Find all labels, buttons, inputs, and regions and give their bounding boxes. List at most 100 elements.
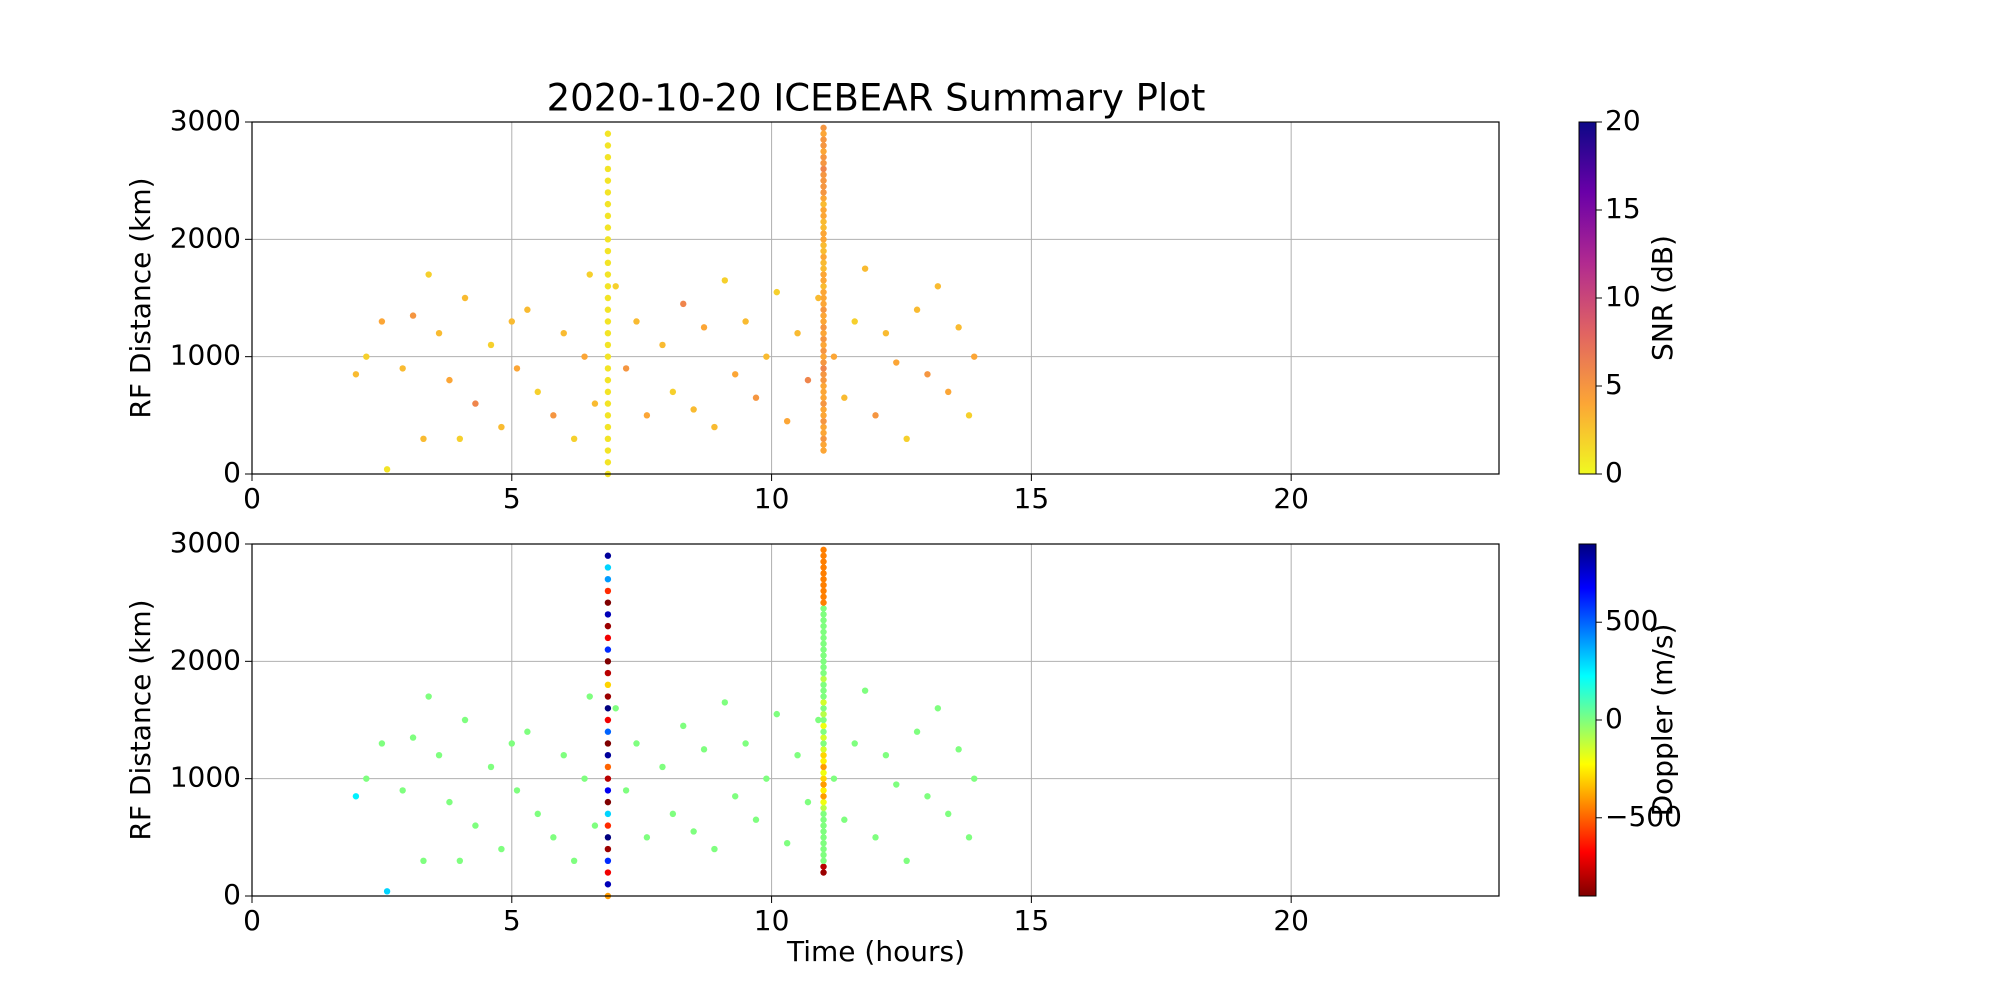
data-point [508, 740, 515, 747]
data-point [820, 335, 827, 343]
data-point [425, 271, 432, 278]
data-point [820, 347, 827, 354]
y-tick-label: 3000 [170, 104, 241, 137]
data-point [820, 376, 827, 384]
data-point [820, 236, 827, 243]
y-tick-label: 1000 [170, 761, 241, 794]
data-point [604, 435, 612, 442]
data-point [604, 857, 612, 864]
data-point [487, 763, 495, 771]
data-point [690, 406, 697, 413]
data-point [604, 294, 612, 302]
data-point [820, 154, 827, 161]
data-point [820, 752, 827, 759]
colorbar-tick-label: 10 [1605, 280, 1641, 313]
data-point [820, 587, 827, 595]
data-point [820, 136, 827, 143]
data-point [461, 716, 469, 724]
data-point [820, 669, 827, 677]
data-point [820, 224, 827, 231]
data-point [363, 775, 370, 782]
data-point [604, 353, 612, 360]
data-point [820, 288, 827, 296]
data-point [820, 687, 827, 694]
data-point [820, 200, 827, 208]
data-point [435, 752, 443, 759]
data-point [604, 634, 612, 642]
data-point [742, 740, 749, 747]
data-point [820, 640, 827, 647]
data-point [534, 388, 541, 396]
data-point [534, 810, 541, 818]
x-tick-label: 20 [1273, 904, 1309, 937]
data-point [604, 130, 612, 137]
data-point [820, 189, 827, 196]
data-point [820, 552, 827, 559]
data-point [820, 300, 827, 308]
data-point [820, 851, 827, 859]
data-point [820, 283, 827, 290]
data-point [409, 312, 417, 319]
data-point [820, 857, 827, 864]
data-point [604, 247, 612, 255]
plot-frame [251, 543, 1500, 897]
data-point [820, 793, 827, 800]
x-tick-label: 0 [243, 904, 261, 937]
data-point [820, 318, 827, 325]
data-point [461, 294, 469, 302]
data-point [383, 888, 391, 895]
data-point [851, 318, 858, 325]
data-point [604, 752, 612, 759]
data-point [783, 418, 791, 425]
data-point [669, 388, 677, 396]
data-point [570, 857, 578, 864]
data-point [804, 376, 812, 384]
data-point [604, 681, 612, 688]
data-point [435, 330, 443, 337]
data-point [955, 746, 962, 753]
data-point [820, 722, 827, 730]
colorbar-tick-label: 0 [1605, 702, 1623, 735]
data-point [604, 869, 612, 876]
data-point [604, 177, 612, 184]
data-point [622, 787, 630, 794]
data-point [820, 775, 827, 782]
data-point [604, 834, 612, 841]
data-point [604, 622, 612, 630]
data-point [820, 570, 827, 577]
data-point [604, 810, 612, 818]
data-point [820, 804, 827, 812]
data-point [669, 810, 677, 818]
data-point [820, 429, 827, 437]
data-point [363, 353, 370, 360]
data-point [820, 681, 827, 688]
y-tick-label: 2000 [170, 643, 241, 676]
data-point [820, 353, 827, 360]
data-point [820, 869, 827, 876]
data-point [820, 142, 827, 149]
data-point [763, 353, 770, 360]
data-point [732, 371, 739, 378]
data-point [820, 177, 827, 184]
data-point [612, 283, 619, 290]
data-point [604, 318, 612, 325]
data-point [820, 675, 827, 683]
data-point [604, 798, 612, 806]
data-point [934, 283, 942, 290]
data-point [820, 810, 827, 818]
data-point [508, 318, 515, 325]
colorbar-label: Doppler (m/s) [1646, 624, 1679, 817]
data-point [711, 423, 718, 431]
data-point [820, 306, 827, 313]
data-point [820, 834, 827, 841]
data-point [820, 171, 827, 178]
data-point [820, 599, 827, 606]
data-point [893, 359, 900, 366]
data-point [794, 330, 801, 337]
data-point [604, 212, 612, 220]
data-point [604, 658, 612, 665]
data-point [604, 564, 612, 571]
data-point [820, 828, 827, 835]
data-point [820, 822, 827, 829]
data-point [841, 816, 848, 823]
